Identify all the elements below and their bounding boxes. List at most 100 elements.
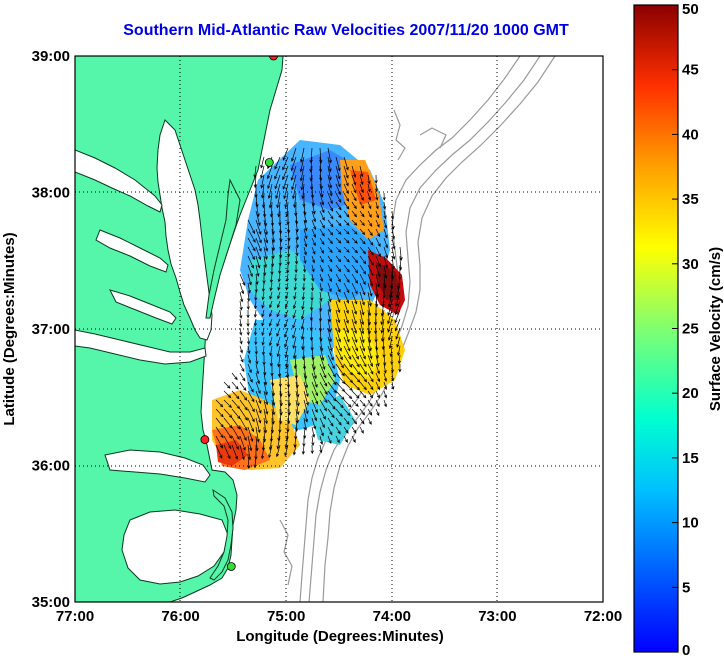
velocity-arrow [389,345,393,358]
velocity-arrow [311,363,317,380]
velocity-arrow [367,390,374,399]
velocity-arrow [383,255,389,269]
velocity-arrow [383,381,388,391]
velocity-arrow [263,408,268,425]
velocity-arrow [359,210,365,218]
velocity-arrow [292,309,297,319]
velocity-arrow [239,345,243,354]
velocity-arrow [223,390,232,399]
velocity-arrow [287,237,291,250]
velocity-arrow [327,192,333,205]
velocity-arrow [255,381,261,395]
velocity-arrow [343,318,350,334]
velocity-arrow [231,417,241,430]
velocity-arrow [387,291,393,308]
velocity-arrow [215,444,223,459]
velocity-arrow [274,165,281,180]
velocity-arrow [359,174,364,186]
velocity-arrow [310,174,314,191]
velocity-arrow [311,201,316,215]
velocity-arrow [263,417,268,434]
potomac-river [75,149,163,213]
velocity-arrow [343,408,351,417]
velocity-arrow [327,210,334,220]
velocity-arrow [359,183,364,193]
velocity-arrow [351,363,361,376]
velocity-arrow [246,336,251,345]
velocity-arrow [247,228,256,243]
velocity-arrow [311,237,316,247]
velocity-arrow [359,345,366,360]
velocity-arrow [343,309,349,324]
velocity-arrow [319,264,324,273]
velocity-arrow [269,273,274,284]
velocity-arrow [255,390,262,404]
colorbar [633,4,679,653]
velocity-arrow [335,327,342,343]
velocity-arrow [277,273,281,283]
velocity-arrow [319,255,324,263]
velocity-arrow [327,372,337,386]
velocity-arrow [301,291,305,301]
velocity-arrow [261,336,265,346]
colorbar-tick-label: 5 [682,579,690,596]
velocity-arrow [311,435,315,446]
velocity-arrow [302,282,306,292]
velocity-arrow [268,192,273,209]
velocity-arrow [311,408,317,422]
velocity-arrow [351,282,358,295]
velocity-arrow [359,309,365,326]
velocity-arrow [285,273,289,283]
velocity-arrow [301,300,305,311]
velocity-arrow [335,354,344,369]
velocity-arrow [359,192,364,201]
velocity-arrow [261,309,265,318]
velocity-arrow [383,372,388,382]
velocity-arrow [335,174,341,188]
velocity-arrow [263,246,268,260]
velocity-arrow [319,228,325,237]
velocity-arrow [246,318,250,327]
velocity-arrow [271,228,276,244]
velocity-arrow [247,426,254,443]
velocity-arrow [285,354,289,369]
velocity-arrow [327,147,332,164]
velocity-arrow [351,273,358,284]
velocity-arrow [367,345,373,360]
velocity-arrow [247,444,252,461]
velocity-arrow [277,354,281,368]
velocity-arrow [375,363,380,375]
velocity-arrow [343,237,350,244]
velocity-arrow [343,291,350,304]
velocity-arrow [255,210,261,227]
velocity-arrow [367,399,373,407]
velocity-arrow [359,336,366,352]
velocity-arrow [359,372,368,383]
velocity-arrow [311,246,316,255]
velocity-arrow [327,318,332,333]
velocity-arrow [239,399,248,411]
velocity-arrow [267,174,273,190]
velocity-arrow [343,165,349,179]
x-tick-label: 77:00 [56,608,94,625]
velocity-arrow [383,219,388,229]
velocity-arrow [311,390,319,405]
colorbar-tick-label: 25 [682,321,699,338]
velocity-arrow [381,291,385,308]
velocity-arrow [351,381,361,391]
velocity-arrow [359,291,365,306]
velocity-arrow [260,444,265,460]
velocity-arrow [351,390,360,399]
velocity-arrow [260,156,265,169]
velocity-arrow [335,435,340,444]
y-axis-label: Latitude (Degrees:Minutes) [1,232,18,425]
velocity-arrow [292,345,297,360]
velocity-arrow [247,219,256,235]
station-marker [269,56,278,61]
velocity-arrow [223,444,231,460]
velocity-arrow [335,219,342,227]
velocity-arrow [231,381,239,390]
map-title: Southern Mid-Atlantic Raw Velocities 200… [123,22,569,39]
velocity-arrow [239,426,247,442]
